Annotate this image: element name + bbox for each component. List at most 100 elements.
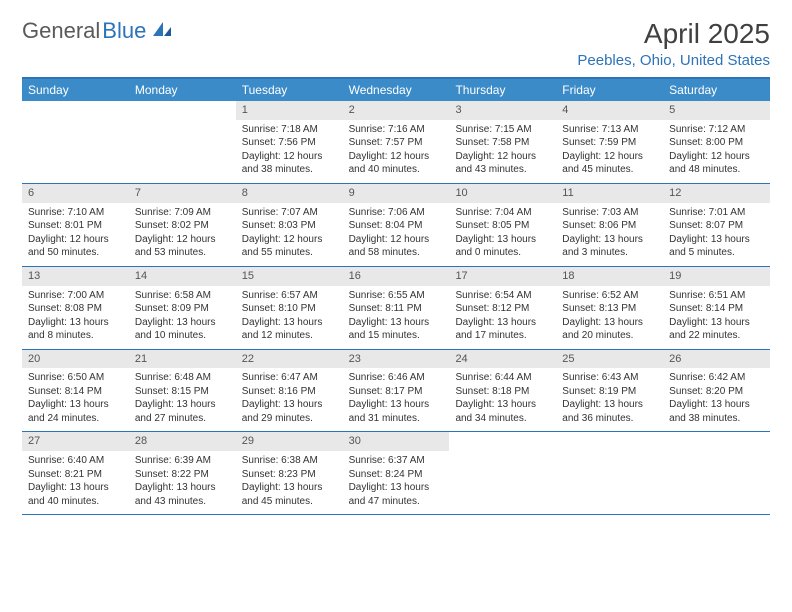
day-number: 21 — [129, 350, 236, 369]
day-line: Sunset: 7:58 PM — [455, 136, 550, 150]
day-content: Sunrise: 6:48 AMSunset: 8:15 PMDaylight:… — [129, 368, 236, 431]
weekday-header: Thursday — [449, 79, 556, 101]
day-line: Sunrise: 6:48 AM — [135, 371, 230, 385]
day-cell: 11Sunrise: 7:03 AMSunset: 8:06 PMDayligh… — [556, 184, 663, 266]
day-line: Sunrise: 7:18 AM — [242, 123, 337, 137]
day-line: and 27 minutes. — [135, 412, 230, 426]
day-number: 15 — [236, 267, 343, 286]
day-cell — [556, 432, 663, 514]
day-number: 25 — [556, 350, 663, 369]
day-content: Sunrise: 6:37 AMSunset: 8:24 PMDaylight:… — [343, 451, 450, 514]
day-line: Daylight: 13 hours — [135, 316, 230, 330]
day-number: 23 — [343, 350, 450, 369]
day-line: and 43 minutes. — [135, 495, 230, 509]
month-title: April 2025 — [577, 18, 770, 50]
day-cell: 5Sunrise: 7:12 AMSunset: 8:00 PMDaylight… — [663, 101, 770, 183]
day-line: Sunrise: 7:12 AM — [669, 123, 764, 137]
day-line: Daylight: 13 hours — [28, 398, 123, 412]
day-line: Daylight: 13 hours — [669, 398, 764, 412]
day-line: Sunset: 8:06 PM — [562, 219, 657, 233]
day-cell: 12Sunrise: 7:01 AMSunset: 8:07 PMDayligh… — [663, 184, 770, 266]
day-line: Sunset: 8:24 PM — [349, 468, 444, 482]
day-content: Sunrise: 7:13 AMSunset: 7:59 PMDaylight:… — [556, 120, 663, 183]
day-number: 30 — [343, 432, 450, 451]
day-content: Sunrise: 6:57 AMSunset: 8:10 PMDaylight:… — [236, 286, 343, 349]
week-row: 20Sunrise: 6:50 AMSunset: 8:14 PMDayligh… — [22, 350, 770, 433]
day-line: Sunrise: 6:47 AM — [242, 371, 337, 385]
day-line: Sunset: 8:09 PM — [135, 302, 230, 316]
day-line: Sunrise: 6:43 AM — [562, 371, 657, 385]
day-line: and 0 minutes. — [455, 246, 550, 260]
day-cell: 8Sunrise: 7:07 AMSunset: 8:03 PMDaylight… — [236, 184, 343, 266]
day-cell: 18Sunrise: 6:52 AMSunset: 8:13 PMDayligh… — [556, 267, 663, 349]
day-content: Sunrise: 6:50 AMSunset: 8:14 PMDaylight:… — [22, 368, 129, 431]
day-line: Daylight: 13 hours — [28, 316, 123, 330]
day-line: Sunset: 7:57 PM — [349, 136, 444, 150]
day-line: Daylight: 13 hours — [135, 398, 230, 412]
day-line: Sunset: 8:14 PM — [28, 385, 123, 399]
day-line: Daylight: 13 hours — [242, 481, 337, 495]
day-line: Sunset: 8:22 PM — [135, 468, 230, 482]
day-line: Sunset: 8:01 PM — [28, 219, 123, 233]
day-line: Daylight: 13 hours — [28, 481, 123, 495]
day-line: Sunset: 8:08 PM — [28, 302, 123, 316]
day-line: Sunrise: 7:01 AM — [669, 206, 764, 220]
day-line: Sunset: 7:59 PM — [562, 136, 657, 150]
day-line: Sunset: 8:00 PM — [669, 136, 764, 150]
day-content: Sunrise: 7:10 AMSunset: 8:01 PMDaylight:… — [22, 203, 129, 266]
day-line: Sunrise: 7:15 AM — [455, 123, 550, 137]
weekday-header: Monday — [129, 79, 236, 101]
day-line: and 31 minutes. — [349, 412, 444, 426]
day-cell: 14Sunrise: 6:58 AMSunset: 8:09 PMDayligh… — [129, 267, 236, 349]
day-line: and 5 minutes. — [669, 246, 764, 260]
day-line: Sunrise: 6:39 AM — [135, 454, 230, 468]
day-line: Daylight: 12 hours — [562, 150, 657, 164]
day-number: 3 — [449, 101, 556, 120]
day-content: Sunrise: 6:54 AMSunset: 8:12 PMDaylight:… — [449, 286, 556, 349]
day-line: Daylight: 13 hours — [242, 398, 337, 412]
day-line: and 20 minutes. — [562, 329, 657, 343]
day-content: Sunrise: 6:44 AMSunset: 8:18 PMDaylight:… — [449, 368, 556, 431]
day-line: Sunset: 8:10 PM — [242, 302, 337, 316]
day-line: and 50 minutes. — [28, 246, 123, 260]
day-line: Sunset: 8:16 PM — [242, 385, 337, 399]
day-line: Daylight: 12 hours — [455, 150, 550, 164]
day-line: Sunset: 8:04 PM — [349, 219, 444, 233]
day-line: and 43 minutes. — [455, 163, 550, 177]
title-block: April 2025 Peebles, Ohio, United States — [577, 18, 770, 69]
day-cell: 24Sunrise: 6:44 AMSunset: 8:18 PMDayligh… — [449, 350, 556, 432]
week-row: 1Sunrise: 7:18 AMSunset: 7:56 PMDaylight… — [22, 101, 770, 184]
day-line: Sunrise: 6:44 AM — [455, 371, 550, 385]
day-line: Sunrise: 7:07 AM — [242, 206, 337, 220]
day-cell: 29Sunrise: 6:38 AMSunset: 8:23 PMDayligh… — [236, 432, 343, 514]
day-line: Sunset: 7:56 PM — [242, 136, 337, 150]
day-line: Sunset: 8:05 PM — [455, 219, 550, 233]
day-content: Sunrise: 6:40 AMSunset: 8:21 PMDaylight:… — [22, 451, 129, 514]
day-line: Sunset: 8:23 PM — [242, 468, 337, 482]
day-content: Sunrise: 6:38 AMSunset: 8:23 PMDaylight:… — [236, 451, 343, 514]
day-cell: 17Sunrise: 6:54 AMSunset: 8:12 PMDayligh… — [449, 267, 556, 349]
day-line: Daylight: 12 hours — [349, 150, 444, 164]
day-line: and 48 minutes. — [669, 163, 764, 177]
header: GeneralBlue April 2025 Peebles, Ohio, Un… — [22, 18, 770, 69]
day-line: Sunrise: 7:06 AM — [349, 206, 444, 220]
day-line: Daylight: 13 hours — [242, 316, 337, 330]
day-line: Sunrise: 6:55 AM — [349, 289, 444, 303]
day-cell: 3 Sunrise: 7:15 AMSunset: 7:58 PMDaylight… — [449, 101, 556, 183]
day-number: 16 — [343, 267, 450, 286]
day-cell: 1Sunrise: 7:18 AMSunset: 7:56 PMDaylight… — [236, 101, 343, 183]
day-number: 26 — [663, 350, 770, 369]
day-line: Sunrise: 6:50 AM — [28, 371, 123, 385]
logo-sail-icon — [151, 18, 173, 44]
day-cell — [22, 101, 129, 183]
day-cell: 15Sunrise: 6:57 AMSunset: 8:10 PMDayligh… — [236, 267, 343, 349]
day-line: Sunrise: 6:37 AM — [349, 454, 444, 468]
day-line: and 17 minutes. — [455, 329, 550, 343]
day-number: 10 — [449, 184, 556, 203]
day-line: Daylight: 13 hours — [455, 233, 550, 247]
day-line: Sunrise: 6:57 AM — [242, 289, 337, 303]
day-line: and 38 minutes. — [669, 412, 764, 426]
day-line: Sunrise: 7:16 AM — [349, 123, 444, 137]
week-row: 27Sunrise: 6:40 AMSunset: 8:21 PMDayligh… — [22, 432, 770, 515]
day-line: Daylight: 13 hours — [562, 233, 657, 247]
